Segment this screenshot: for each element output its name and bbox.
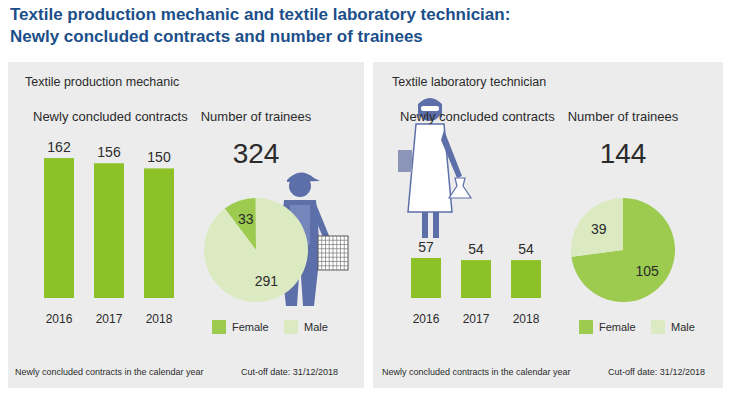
figure-arm: [441, 130, 462, 178]
footnote: Cut-off date: 31/12/2018: [608, 367, 705, 377]
panel-background: [8, 62, 364, 388]
bar: [44, 158, 74, 298]
figure-cap: [287, 172, 320, 182]
x-tick-label: 2018: [146, 312, 173, 326]
figure-mesh: [318, 236, 348, 270]
bar: [144, 168, 174, 298]
legend-swatch: [651, 320, 665, 334]
legend-swatch: [284, 320, 298, 334]
legend-label: Female: [599, 321, 636, 333]
pie-slice: [204, 198, 308, 302]
bars: [44, 158, 174, 298]
bar: [94, 163, 124, 298]
legend-label: Female: [232, 321, 269, 333]
data-label: 57: [418, 239, 434, 255]
title: Newly concluded contracts and number of …: [10, 27, 423, 46]
infographic: Textile production mechanic and textile …: [0, 0, 730, 399]
chart-title: Number of trainees: [568, 109, 679, 124]
x-tick-label: 2017: [96, 312, 123, 326]
data-label: 33: [238, 211, 254, 227]
mesh-line: [340, 236, 341, 270]
bars: [411, 258, 541, 298]
mesh-line: [318, 257, 348, 258]
mesh-frame: [318, 236, 348, 270]
x-tick-label: 2016: [413, 312, 440, 326]
bar: [411, 258, 441, 298]
x-tick-label: 2018: [513, 312, 540, 326]
figure-leg: [422, 212, 428, 238]
footnote: Cut-off date: 31/12/2018: [241, 367, 338, 377]
x-tick-label: 2017: [463, 312, 490, 326]
mesh-line: [318, 265, 348, 266]
total: 324: [233, 138, 280, 169]
footnote: Newly concluded contracts in the calenda…: [382, 367, 571, 377]
bar: [511, 260, 541, 298]
data-label: 54: [518, 241, 534, 257]
pie-slice: [571, 198, 675, 302]
data-label: 39: [591, 221, 607, 237]
panel-subtitle: Textile laboratory technician: [392, 75, 546, 89]
data-label: 162: [47, 139, 71, 155]
chart-title: Number of trainees: [201, 109, 312, 124]
legend-label: Male: [671, 321, 695, 333]
data-label: 54: [468, 241, 484, 257]
footnote: Newly concluded contracts in the calenda…: [15, 367, 204, 377]
chart-title: Newly concluded contracts: [400, 109, 555, 124]
legend-label: Male: [304, 321, 328, 333]
pie-slice: [571, 198, 623, 257]
bar: [461, 260, 491, 298]
data-label: 291: [255, 273, 279, 289]
figure-flask: [449, 178, 471, 198]
mesh-line: [318, 253, 348, 254]
title: Textile production mechanic and textile …: [10, 5, 510, 24]
figure-clipboard: [398, 150, 412, 172]
mesh-line: [336, 236, 337, 270]
data-label: 105: [636, 263, 660, 279]
mesh-line: [344, 236, 345, 270]
legend-swatch: [579, 320, 593, 334]
chart-title: Newly concluded contracts: [33, 109, 188, 124]
x-tick-label: 2016: [46, 312, 73, 326]
panel-subtitle: Textile production mechanic: [25, 75, 179, 89]
mesh-line: [318, 261, 348, 262]
data-label: 150: [147, 149, 171, 165]
data-label: 156: [97, 144, 121, 160]
figure-leg: [433, 212, 439, 238]
legend-swatch: [212, 320, 226, 334]
panel-background: [373, 62, 723, 388]
total: 144: [600, 138, 647, 169]
